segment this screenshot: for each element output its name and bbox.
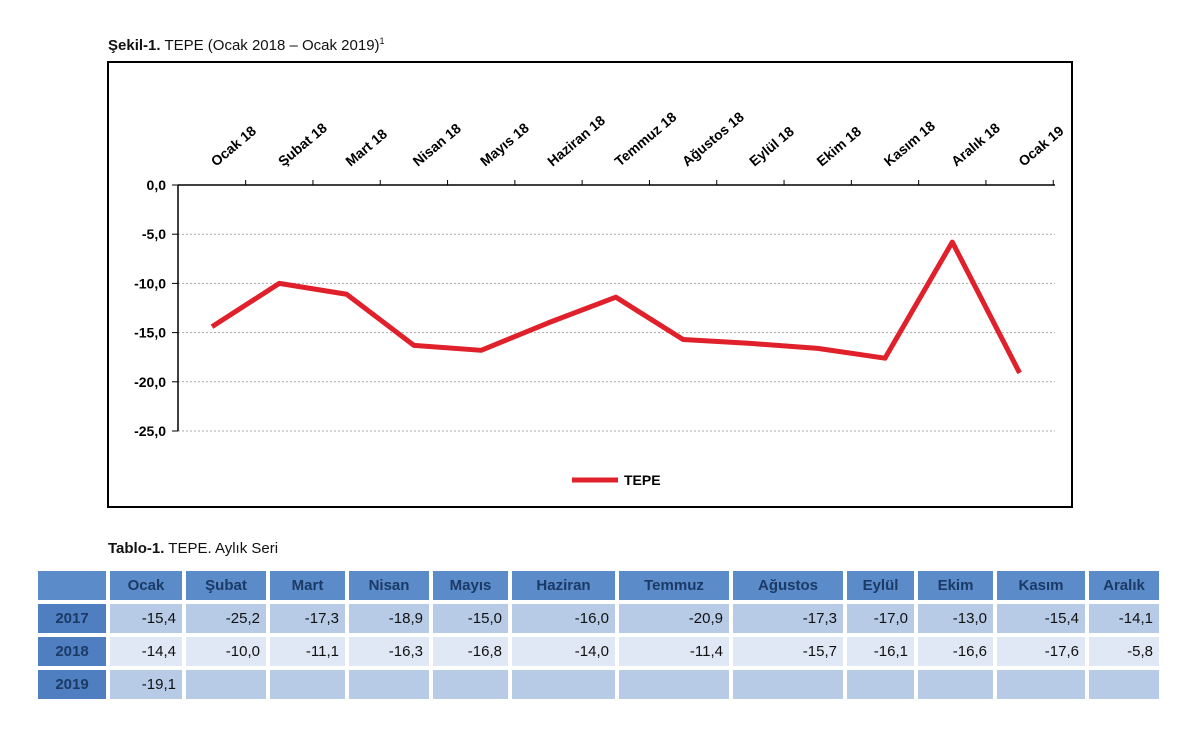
table-label: Tablo-1.	[108, 540, 165, 557]
value-cell: -14,4	[110, 637, 182, 666]
column-header: Nisan	[349, 571, 429, 600]
value-cell: -11,4	[619, 637, 729, 666]
column-header: Ocak	[110, 571, 182, 600]
value-cell: -18,9	[349, 604, 429, 633]
value-cell: -15,4	[110, 604, 182, 633]
value-cell	[349, 670, 429, 699]
year-cell: 2019	[38, 670, 106, 699]
footnote-marker: 1	[379, 36, 385, 46]
column-header: Ağustos	[733, 571, 843, 600]
value-cell: -20,9	[619, 604, 729, 633]
column-header: Haziran	[512, 571, 615, 600]
value-cell: -17,3	[733, 604, 843, 633]
figure-label: Şekil-1.	[108, 37, 161, 54]
y-tick-label: -20,0	[134, 374, 166, 390]
y-tick-label: -10,0	[134, 275, 166, 291]
y-tick-label: -15,0	[134, 325, 166, 341]
monthly-series-table: Ocak Şubat Mart Nisan Mayıs Haziran Temmuz Ağus…	[34, 567, 1163, 703]
table-title-text: TEPE. Aylık Seri	[168, 540, 279, 557]
chart-frame	[107, 61, 1073, 508]
value-cell	[270, 670, 345, 699]
value-cell	[619, 670, 729, 699]
figure-title: Şekil-1. TEPE (Ocak 2018 – Ocak 2019)1	[108, 36, 385, 54]
value-cell: -10,0	[186, 637, 266, 666]
value-cell: -13,0	[918, 604, 993, 633]
value-cell: -16,3	[349, 637, 429, 666]
column-header: Eylül	[847, 571, 914, 600]
value-cell: -5,8	[1089, 637, 1159, 666]
value-cell	[512, 670, 615, 699]
value-cell: -16,0	[512, 604, 615, 633]
value-cell	[918, 670, 993, 699]
value-cell: -17,0	[847, 604, 914, 633]
table-row: 2017 -15,4 -25,2 -17,3 -18,9 -15,0 -16,0 -20,9-…	[38, 604, 1159, 633]
column-header: Temmuz	[619, 571, 729, 600]
value-cell: -16,1	[847, 637, 914, 666]
column-header: Mayıs	[433, 571, 508, 600]
value-cell: -15,4	[997, 604, 1085, 633]
value-cell	[733, 670, 843, 699]
column-header: Ekim	[918, 571, 993, 600]
column-header: Aralık	[1089, 571, 1159, 600]
y-tick-label: -5,0	[142, 226, 166, 242]
value-cell: -15,0	[433, 604, 508, 633]
value-cell	[997, 670, 1085, 699]
column-header: Kasım	[997, 571, 1085, 600]
year-cell: 2018	[38, 637, 106, 666]
value-cell	[847, 670, 914, 699]
value-cell	[186, 670, 266, 699]
table-row: 2019 -19,1	[38, 670, 1159, 699]
value-cell: -25,2	[186, 604, 266, 633]
table-title: Tablo-1. TEPE. Aylık Seri	[108, 540, 278, 557]
year-cell: 2017	[38, 604, 106, 633]
legend-label: TEPE	[624, 472, 661, 488]
figure-title-text: TEPE (Ocak 2018 – Ocak 2019)	[164, 37, 380, 54]
value-cell: -16,6	[918, 637, 993, 666]
value-cell: -17,3	[270, 604, 345, 633]
value-cell	[433, 670, 508, 699]
table-row: 2018 -14,4 -10,0 -11,1 -16,3 -16,8 -14,0 -11,4-…	[38, 637, 1159, 666]
value-cell: -14,0	[512, 637, 615, 666]
y-tick-label: 0,0	[147, 177, 167, 193]
column-header: Mart	[270, 571, 345, 600]
value-cell: -16,8	[433, 637, 508, 666]
value-cell: -17,6	[997, 637, 1085, 666]
value-cell: -19,1	[110, 670, 182, 699]
value-cell	[1089, 670, 1159, 699]
value-cell: -11,1	[270, 637, 345, 666]
corner-cell	[38, 571, 106, 600]
column-header: Şubat	[186, 571, 266, 600]
value-cell: -15,7	[733, 637, 843, 666]
y-tick-label: -25,0	[134, 423, 166, 439]
value-cell: -14,1	[1089, 604, 1159, 633]
